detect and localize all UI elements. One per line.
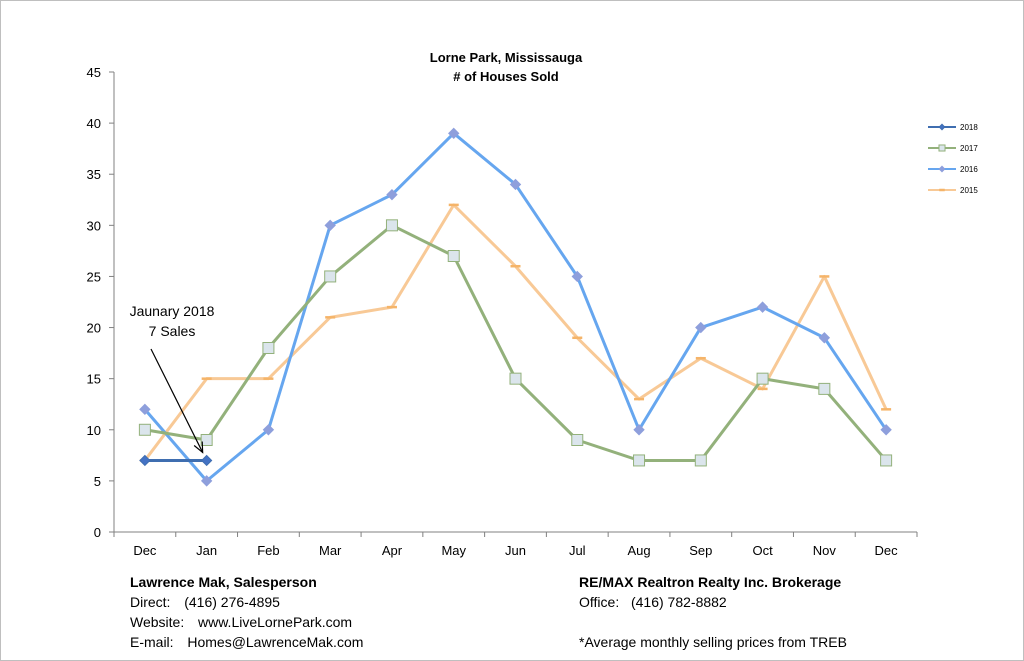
legend-item-2015: 2015 xyxy=(928,186,978,195)
website-label: Website: xyxy=(130,614,185,630)
direct-label: Direct: xyxy=(130,594,171,610)
legend-label: 2015 xyxy=(960,186,978,195)
y-tick-label: 5 xyxy=(94,474,101,489)
agent-name: Lawrence Mak, Salesperson xyxy=(130,574,317,590)
series-2015 xyxy=(139,203,892,462)
legend-item-2016: 2016 xyxy=(928,165,978,174)
email-label: E-mail: xyxy=(130,634,174,650)
y-tick-label: 0 xyxy=(94,525,101,540)
data-point-2017 xyxy=(200,434,213,446)
y-tick-label: 10 xyxy=(87,423,101,438)
data-point-2017 xyxy=(818,382,831,395)
direct-phone: (416) 276-4895 xyxy=(184,594,280,610)
series-layer xyxy=(138,127,893,487)
data-point-2017 xyxy=(138,423,151,436)
office-label: Office: xyxy=(579,594,620,610)
brokerage-block: RE/MAX Realtron Realty Inc. Brokerage Of… xyxy=(579,572,847,652)
chart-title: Lorne Park, Mississauga xyxy=(430,50,583,65)
y-tick-label: 30 xyxy=(87,218,101,233)
data-point-2016 xyxy=(633,424,645,436)
data-point-2017 xyxy=(571,434,584,446)
data-point-2016 xyxy=(262,424,275,436)
data-point-2017 xyxy=(447,250,460,262)
data-point-2017 xyxy=(756,372,769,385)
data-point-2016 xyxy=(571,270,583,283)
data-point-2018 xyxy=(200,454,213,467)
x-tick-label: Sep xyxy=(689,543,712,558)
x-axis-ticks: Dec Jan Feb Mar Apr May Jun Jul Aug Sep Oct Nov Dec xyxy=(113,532,918,558)
annotation-line2: 7 Sales xyxy=(149,323,196,339)
data-point-2017 xyxy=(509,372,522,385)
x-tick-label: Jan xyxy=(196,543,217,558)
legend: 2018 2017 2016 2015 xyxy=(928,123,978,195)
y-tick-label: 40 xyxy=(87,116,101,131)
data-point-2016 xyxy=(324,219,336,232)
data-point-2016 xyxy=(386,188,398,201)
data-point-2017 xyxy=(694,454,707,467)
annotation: Jaunary 2018 7 Sales xyxy=(130,303,215,454)
data-point-2016 xyxy=(880,424,892,436)
legend-item-2018: 2018 xyxy=(928,123,978,132)
data-point-2016 xyxy=(509,178,522,191)
legend-swatch-marker xyxy=(938,123,946,131)
data-point-2018 xyxy=(139,454,151,467)
chart-subtitle: # of Houses Sold xyxy=(453,69,559,84)
office-phone: (416) 782-8882 xyxy=(630,594,727,610)
source-note: *Average monthly selling prices from TRE… xyxy=(579,634,847,650)
legend-label: 2016 xyxy=(960,165,978,174)
direct-phone-row: Direct: (416) 276-4895 xyxy=(130,592,363,612)
data-point-2017 xyxy=(324,270,337,283)
x-tick-label: Dec xyxy=(875,543,899,558)
x-tick-label: Apr xyxy=(382,543,403,558)
y-tick-label: 20 xyxy=(87,321,101,336)
brokerage-name: RE/MAX Realtron Realty Inc. Brokerage xyxy=(579,574,842,590)
y-tick-label: 15 xyxy=(87,372,101,387)
annotation-line1: Jaunary 2018 xyxy=(130,303,215,319)
data-point-2016 xyxy=(756,301,769,313)
x-tick-label: Oct xyxy=(752,543,773,558)
series-2016 xyxy=(139,127,892,487)
y-axis-ticks: 0 5 10 15 20 25 30 35 40 45 xyxy=(87,65,114,540)
legend-item-2017: 2017 xyxy=(928,144,978,153)
axes xyxy=(113,72,917,533)
legend-swatch-marker xyxy=(938,144,946,152)
series-2017 xyxy=(138,219,893,467)
email-link[interactable]: Homes@LawrenceMak.com xyxy=(187,634,364,650)
x-tick-label: Jun xyxy=(505,543,526,558)
website-link[interactable]: www.LiveLornePark.com xyxy=(198,614,353,630)
x-tick-label: Feb xyxy=(257,543,279,558)
x-tick-label: Dec xyxy=(133,543,157,558)
y-tick-label: 35 xyxy=(87,167,101,182)
data-point-2016 xyxy=(695,321,707,334)
legend-label: 2018 xyxy=(960,123,978,132)
x-tick-label: Jul xyxy=(569,543,586,558)
email-row: E-mail: Homes@LawrenceMak.com xyxy=(130,632,363,652)
x-tick-label: Mar xyxy=(319,543,342,558)
data-point-2016 xyxy=(448,127,460,140)
data-point-2017 xyxy=(262,342,275,354)
y-tick-label: 25 xyxy=(87,269,101,284)
legend-label: 2017 xyxy=(960,144,978,153)
data-point-2017 xyxy=(880,454,893,467)
annotation-arrow-head xyxy=(193,441,204,454)
data-point-2016 xyxy=(818,332,831,344)
office-phone-row: Office: (416) 782-8882 xyxy=(579,592,847,612)
x-tick-label: Aug xyxy=(627,543,650,558)
data-point-2016 xyxy=(200,475,213,487)
series-2018 xyxy=(139,454,213,467)
agent-contact-block: Lawrence Mak, Salesperson Direct: (416) … xyxy=(130,572,363,652)
data-point-2017 xyxy=(385,219,398,232)
data-point-2016 xyxy=(139,403,151,416)
annotation-arrow-line xyxy=(150,348,204,453)
website-row: Website: www.LiveLornePark.com xyxy=(130,612,363,632)
y-tick-label: 45 xyxy=(87,65,101,80)
legend-swatch-marker xyxy=(938,165,946,173)
data-point-2017 xyxy=(633,454,646,467)
x-tick-label: Nov xyxy=(813,543,837,558)
x-tick-label: May xyxy=(441,543,466,558)
